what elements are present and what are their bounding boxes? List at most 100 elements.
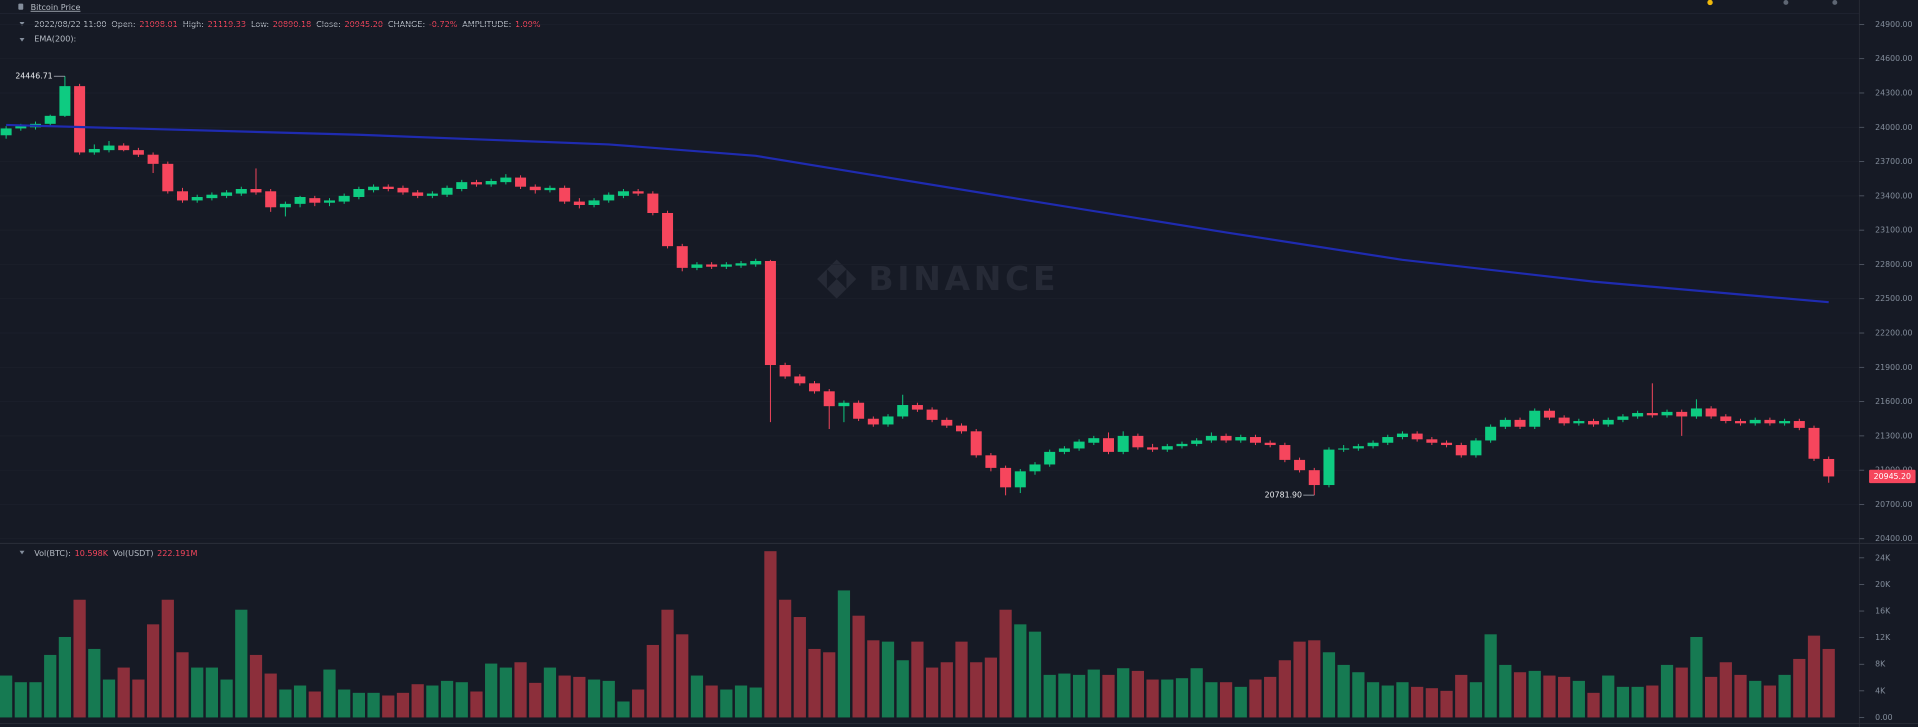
y-tick-label: 23400.00	[1875, 191, 1912, 200]
volume-bar	[1822, 648, 1835, 718]
candle-body	[1014, 471, 1026, 488]
volume-bar	[852, 615, 865, 718]
volume-bar	[44, 654, 57, 718]
candle-body	[970, 431, 982, 456]
volume-bar	[999, 609, 1012, 718]
volume-bar	[1087, 669, 1100, 718]
candle-body	[647, 193, 659, 214]
candle-body	[1058, 448, 1070, 452]
y2-tick-label: 20K	[1875, 580, 1891, 589]
candle-body	[1205, 435, 1217, 441]
candle-body	[1249, 437, 1261, 443]
candle-body	[294, 196, 306, 204]
candle-body	[1558, 417, 1570, 424]
field-value: 20890.18	[273, 19, 311, 28]
volume-bar	[14, 682, 27, 718]
volume-bar	[896, 660, 909, 718]
candle-body	[794, 376, 806, 384]
volume-bar	[293, 685, 307, 718]
candle-body	[1220, 435, 1232, 441]
candle-body	[1529, 410, 1541, 427]
y-tick-label: 22200.00	[1875, 329, 1912, 338]
volume-bar	[984, 657, 998, 718]
volume-bar	[1719, 662, 1732, 718]
candle-body	[235, 188, 247, 194]
volume-bar	[543, 667, 557, 718]
candle-body	[529, 186, 541, 191]
candle-body	[1264, 442, 1276, 446]
y2-tick-label: 8K	[1875, 660, 1886, 669]
volume-bar	[632, 689, 645, 718]
candle-body	[1176, 443, 1188, 447]
volume-bar	[764, 551, 777, 718]
candle-body	[515, 177, 527, 187]
collapse-arrow[interactable]	[19, 22, 25, 26]
volume-bar	[1396, 682, 1409, 718]
candle-body	[221, 192, 233, 196]
volume-bar	[1616, 686, 1630, 718]
datetime: 2022/08/22 11:00	[34, 19, 106, 28]
candle-body	[897, 405, 909, 417]
volume-bar	[808, 648, 821, 718]
volume-bar	[1749, 680, 1762, 718]
volume-bar	[1161, 679, 1174, 718]
volume-bar	[352, 692, 365, 718]
volume-bar	[1455, 674, 1468, 718]
candle-body	[1441, 442, 1453, 446]
candle-body	[735, 263, 747, 266]
candle-body	[691, 264, 703, 268]
candle-body	[1147, 447, 1159, 450]
volume-bar	[1543, 675, 1556, 718]
candle-body	[1132, 435, 1144, 448]
volume-bar	[955, 641, 968, 718]
candle-body	[470, 182, 482, 185]
candle-body	[1411, 433, 1423, 440]
candle-body	[559, 187, 571, 202]
y-tick-label: 24000.00	[1875, 123, 1912, 132]
candle-body	[1073, 441, 1085, 449]
field-value: -0.72%	[429, 19, 458, 28]
volume-bar	[205, 667, 219, 718]
candle-body	[191, 196, 203, 201]
volume-bar	[323, 669, 336, 718]
volume-bar	[1484, 634, 1497, 718]
annotation-label: 24446.71	[15, 72, 52, 81]
y2-tick-label: 16K	[1875, 607, 1891, 616]
volume-bar	[1778, 674, 1791, 718]
candle-body	[1470, 440, 1482, 456]
collapse-arrow[interactable]	[19, 550, 25, 555]
volume-bar	[338, 689, 351, 718]
candle-body	[1235, 437, 1247, 441]
status-icon[interactable]	[1707, 0, 1713, 6]
candle-body	[118, 145, 130, 151]
volume-bar	[602, 680, 615, 718]
volume-bar	[1337, 664, 1350, 718]
candle-body	[426, 193, 438, 196]
watermark: BINANCE	[868, 259, 1059, 298]
y-tick-label: 21300.00	[1875, 431, 1912, 440]
candle-body	[103, 145, 115, 151]
volume-bar	[1249, 679, 1262, 718]
toolbar-icon[interactable]	[1832, 0, 1838, 5]
toolbar-icon[interactable]	[1783, 0, 1789, 5]
volume-bar	[279, 689, 292, 718]
candle-body	[1161, 446, 1173, 450]
y-tick-label: 22800.00	[1875, 260, 1912, 269]
volume-bar	[0, 675, 13, 718]
volume-bar	[485, 663, 498, 718]
y-tick-label: 20400.00	[1875, 534, 1912, 543]
collapse-arrow[interactable]	[19, 37, 25, 42]
volume-bar	[1219, 682, 1233, 718]
candle-body	[1426, 439, 1438, 443]
volume-bar	[1352, 672, 1365, 718]
candle-body	[397, 187, 409, 193]
candle-body	[1485, 426, 1497, 441]
y-tick-label: 23700.00	[1875, 157, 1912, 166]
annotation-label: 20781.90	[1265, 491, 1302, 500]
candle-body	[926, 409, 938, 420]
candle-body	[809, 383, 821, 392]
volume-bar	[396, 692, 410, 718]
candle-body	[779, 365, 791, 377]
volume-bar	[1117, 668, 1130, 718]
